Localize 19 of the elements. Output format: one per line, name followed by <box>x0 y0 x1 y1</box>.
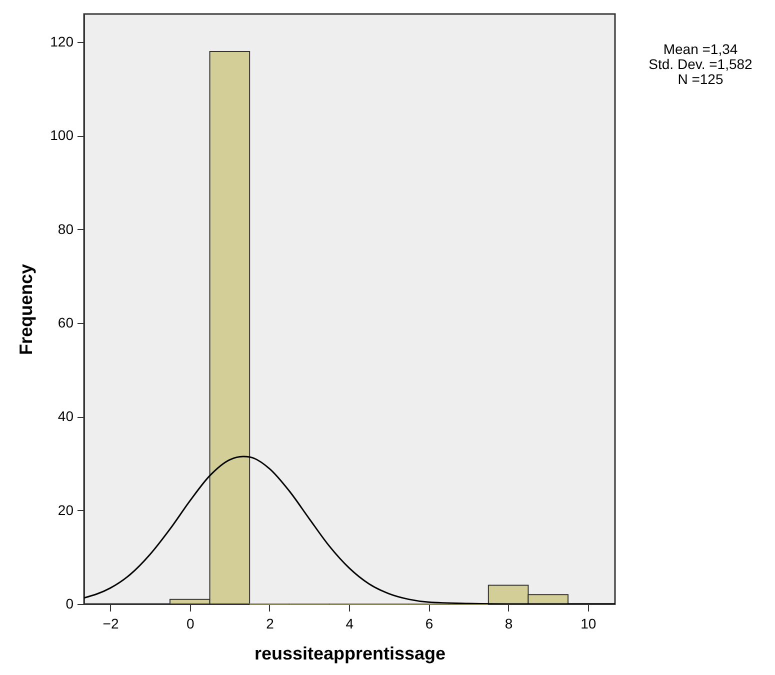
y-tick-label: 20 <box>58 502 74 518</box>
x-tick-label: 10 <box>580 616 596 632</box>
x-axis-title: reussiteapprentissage <box>254 644 446 664</box>
y-tick-label: 0 <box>66 596 74 612</box>
text: Std. Dev. =1,582 <box>648 56 754 72</box>
x-tick-label: 4 <box>346 616 354 632</box>
y-tick-label: 80 <box>58 220 74 237</box>
x-tick-label: 8 <box>504 616 513 632</box>
y-tick-label: 60 <box>58 314 74 331</box>
x-tick-label: 6 <box>425 616 434 632</box>
text: Mean =1,34 <box>662 41 739 57</box>
y-tick-label: 100 <box>50 127 74 144</box>
text: N =125 <box>676 71 724 87</box>
y-tick-label: 120 <box>50 34 74 50</box>
x-tick-label: −2 <box>102 616 119 632</box>
y-axis-title: Frequency <box>16 264 36 356</box>
y-tick-label: 40 <box>58 408 74 424</box>
x-tick-label: 0 <box>186 616 194 632</box>
x-tick-label: 2 <box>266 616 274 632</box>
